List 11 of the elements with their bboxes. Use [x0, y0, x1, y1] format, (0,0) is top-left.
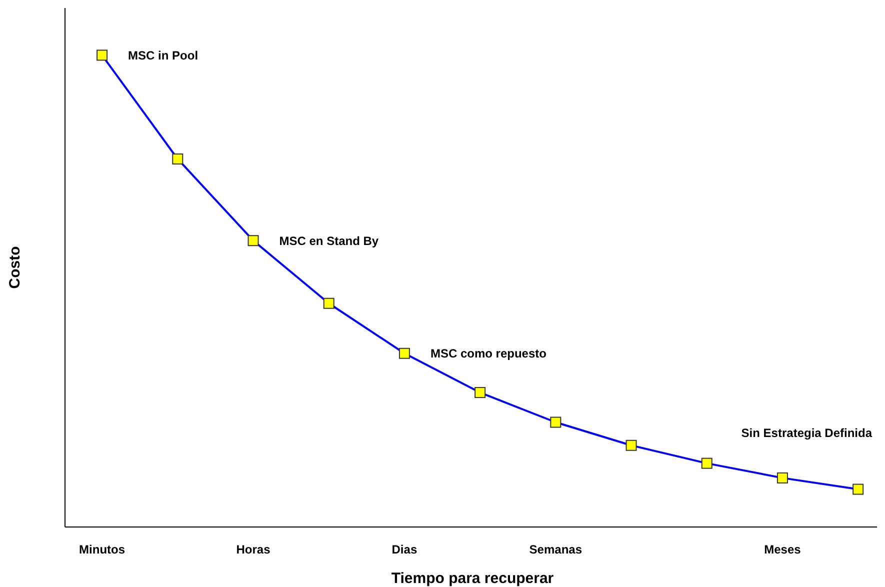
x-tick-label: Horas [236, 542, 271, 557]
annotation: MSC en Stand By [279, 234, 379, 248]
annotation: MSC in Pool [128, 48, 198, 62]
x-tick-label: Meses [764, 542, 802, 557]
annotation: MSC como repuesto [430, 346, 546, 361]
x-axis-title: Tiempo para recuperar [391, 570, 554, 587]
y-axis-title: Costo [6, 246, 24, 289]
x-tick-label: Minutos [79, 542, 126, 557]
annotation: Sin Estrategia Definida [741, 426, 872, 440]
x-tick-label: Semanas [529, 542, 582, 557]
x-tick-label: Dias [392, 542, 418, 557]
